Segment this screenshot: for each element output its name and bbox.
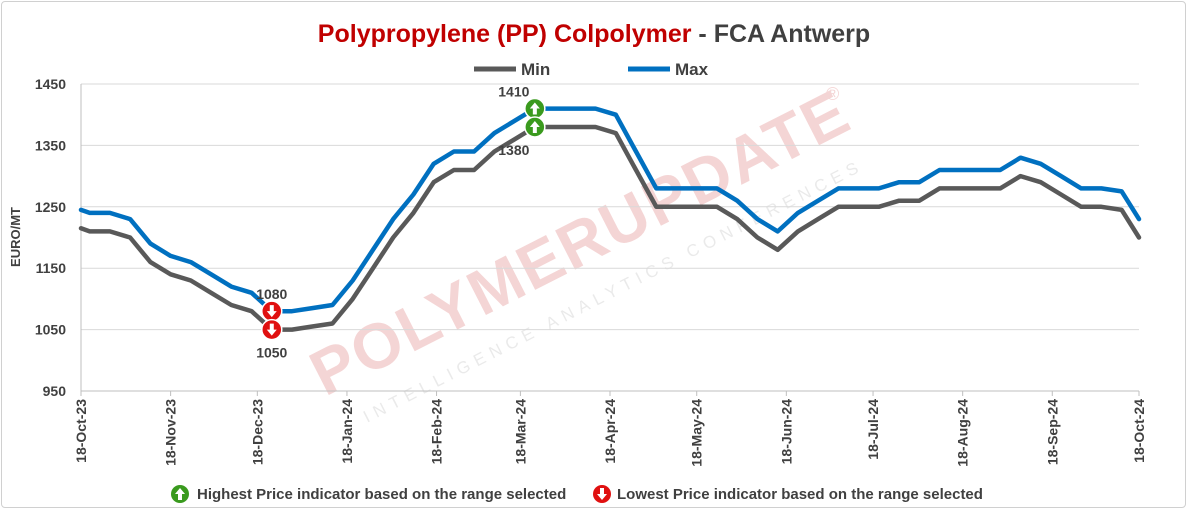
gridlines xyxy=(81,83,1139,331)
data-label: 1050 xyxy=(256,345,287,361)
lowest-marker-1050: 1050 xyxy=(256,318,288,361)
title-product: Polypropylene (PP) Colpolymer xyxy=(318,20,692,48)
arrow-glyph xyxy=(266,323,277,336)
title-location: FCA Antwerp xyxy=(714,20,870,48)
x-tick-label: 18-Apr-24 xyxy=(602,399,618,464)
data-label: 1080 xyxy=(256,286,287,302)
x-tick-label: 18-Oct-23 xyxy=(73,399,89,463)
x-tick-label: 18-Feb-24 xyxy=(429,399,445,465)
y-axis-title: EURO/MT xyxy=(8,207,23,267)
arrow-glyph xyxy=(529,102,540,115)
data-label: 1410 xyxy=(498,84,529,100)
y-tick-label: 950 xyxy=(43,383,67,399)
footer-legend: Highest Price indicator based on the ran… xyxy=(171,485,983,503)
x-tick-label: 18-Sep-24 xyxy=(1044,399,1060,465)
x-tick-label: 18-Oct-24 xyxy=(1131,399,1147,463)
watermark-registered: ® xyxy=(826,84,839,104)
arrow-glyph xyxy=(529,120,540,133)
arrow-glyph xyxy=(266,305,277,318)
x-tick-label: 18-Jun-24 xyxy=(778,399,794,465)
legend: Min Max xyxy=(474,60,709,79)
highest-indicator-text: Highest Price indicator based on the ran… xyxy=(197,486,566,503)
lowest-marker-1080: 1080 xyxy=(256,286,288,322)
series xyxy=(78,106,1142,332)
x-tick-label: 18-Jan-24 xyxy=(339,399,355,464)
legend-label-max: Max xyxy=(675,60,709,79)
legend-label-min: Min xyxy=(521,60,550,79)
x-tick-label: 18-Mar-24 xyxy=(512,399,528,465)
lowest-indicator-text: Lowest Price indicator based on the rang… xyxy=(617,486,983,503)
annotations: 1410 1380 1080 1050 xyxy=(256,84,546,361)
x-tick-label: 18-Dec-23 xyxy=(249,399,265,465)
y-tick-label: 1350 xyxy=(35,137,66,153)
y-tick-label: 1150 xyxy=(36,260,67,276)
title-separator: - xyxy=(691,20,713,48)
highest-marker-1380: 1380 xyxy=(498,116,546,158)
data-label: 1380 xyxy=(498,142,529,158)
x-tick-label: 18-Nov-23 xyxy=(163,399,179,466)
y-tick-label: 1250 xyxy=(35,199,66,215)
y-tick-label: 1050 xyxy=(35,322,66,338)
x-tick-label: 18-Jul-24 xyxy=(865,399,881,460)
down-arrow-icon xyxy=(593,485,611,503)
highest-marker-1410: 1410 xyxy=(498,84,546,120)
up-arrow-icon xyxy=(171,485,189,503)
series-line-max xyxy=(78,106,1142,314)
x-tick-label: 18-May-24 xyxy=(689,399,705,467)
y-tick-label: 1450 xyxy=(35,76,66,92)
series-line-min xyxy=(78,124,1142,332)
x-tick-label: 18-Aug-24 xyxy=(955,399,971,467)
axes: 950 1050 1150 1250 1350 1450 18-Oct-23 18-Nov-2… xyxy=(35,76,1147,467)
chart-title: Polypropylene (PP) Colpolymer - FCA Antw… xyxy=(318,20,870,48)
